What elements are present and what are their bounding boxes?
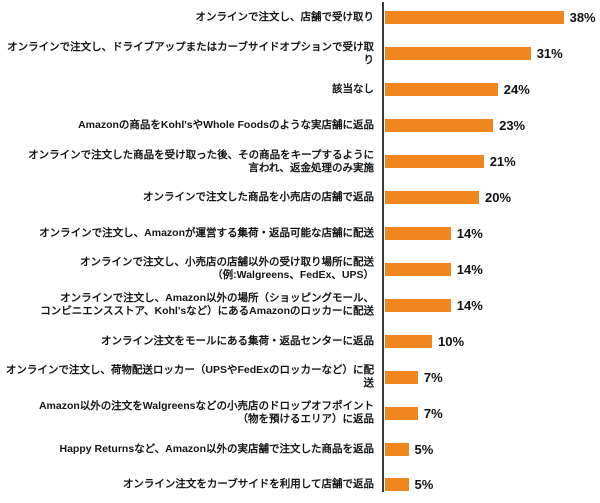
bar	[385, 191, 479, 205]
value-label: 5%	[414, 477, 434, 493]
chart-row: Happy Returnsなど、Amazon以外の実店舗で注文した商品を返品 5%	[0, 431, 600, 467]
bar	[385, 334, 432, 348]
value-label: 5%	[414, 441, 434, 457]
chart-row: Amazonの商品をKohl'sやWhole Foodsのような実店舗に返品 23…	[0, 108, 600, 144]
category-label: オンラインで注文し、Amazon以外の場所（ショッピングモール、 コンビニエンス…	[40, 292, 374, 318]
chart-row: オンラインで注文し、店舗で受け取り 38%	[0, 0, 600, 36]
bar-cell: 21%	[379, 154, 600, 169]
category-label: Happy Returnsなど、Amazon以外の実店舗で注文した商品を返品	[59, 442, 375, 455]
bar	[385, 298, 451, 312]
category-label: オンライン注文をカーブサイドを利用して店舗で返品	[122, 478, 374, 491]
value-label: 23%	[499, 118, 526, 134]
category-label: オンラインで注文し、荷物配送ロッカー（UPSやFedExのロッカーなど）に配送	[5, 364, 374, 390]
bar	[385, 11, 564, 25]
value-label: 7%	[423, 369, 443, 385]
chart-row: オンラインで注文し、Amazonが運営する集荷・返品可能な店舗に配送 14%	[0, 216, 600, 252]
category-label: オンラインで注文した商品を受け取った後、その商品をキープするように 言われ、返金…	[28, 148, 374, 174]
bar-cell: 23%	[379, 118, 600, 133]
category-label: オンラインで注文し、ドライブアップまたはカーブサイドオプションで受け取り	[7, 40, 374, 66]
bar	[385, 47, 531, 61]
chart-row: オンライン注文をモールにある集荷・返品センターに返品 10%	[0, 323, 600, 359]
chart-row: オンラインで注文した商品を小売店の店舗で返品 20%	[0, 180, 600, 216]
value-label: 21%	[489, 154, 516, 170]
value-label: 14%	[456, 297, 483, 313]
bar	[385, 226, 451, 240]
category-label: オンラインで注文し、Amazonが運営する集荷・返品可能な店舗に配送	[39, 226, 374, 239]
chart-row: オンラインで注文した商品を受け取った後、その商品をキープするように 言われ、返金…	[0, 144, 600, 180]
bar-cell: 7%	[379, 370, 600, 385]
bar-cell: 14%	[379, 226, 600, 241]
bar-cell: 14%	[379, 262, 600, 277]
bar	[385, 478, 409, 492]
chart-row: オンラインで注文し、小売店の店舗以外の受け取り場所に配送 （例:Walgreen…	[0, 251, 600, 287]
bar	[385, 262, 451, 276]
bar-cell: 5%	[379, 477, 600, 492]
bar	[385, 155, 484, 169]
bar	[385, 442, 409, 456]
category-label: オンラインで注文し、店舗で受け取り	[195, 11, 375, 24]
category-label: Amazonの商品をKohl'sやWhole Foodsのような実店舗に返品	[78, 119, 374, 132]
value-label: 20%	[485, 190, 512, 206]
bar	[385, 83, 498, 97]
bar-cell: 38%	[379, 10, 600, 25]
chart-row: オンライン注文をカーブサイドを利用して店舗で返品 5%	[0, 467, 600, 503]
category-label: オンライン注文をモールにある集荷・返品センターに返品	[101, 334, 374, 347]
chart-row: オンラインで注文し、Amazon以外の場所（ショッピングモール、 コンビニエンス…	[0, 287, 600, 323]
y-axis-line	[382, 2, 384, 492]
chart-row: 該当なし 24%	[0, 72, 600, 108]
chart-row: オンラインで注文し、ドライブアップまたはカーブサイドオプションで受け取り 31%	[0, 36, 600, 72]
value-label: 14%	[456, 261, 483, 277]
bar	[385, 370, 418, 384]
bar-cell: 14%	[379, 298, 600, 313]
bar	[385, 406, 418, 420]
category-label: オンラインで注文した商品を小売店の店舗で返品	[143, 191, 374, 204]
bar-cell: 31%	[379, 46, 600, 61]
bar-cell: 7%	[379, 406, 600, 421]
category-label: オンラインで注文し、小売店の店舗以外の受け取り場所に配送 （例:Walgreen…	[80, 256, 374, 282]
value-label: 31%	[536, 46, 563, 62]
bar-cell: 24%	[379, 82, 600, 97]
bar	[385, 119, 494, 133]
bar-cell: 5%	[379, 442, 600, 457]
category-label: Amazon以外の注文をWalgreensなどの小売店のドロップオフポイント （…	[38, 400, 374, 426]
chart-row: Amazon以外の注文をWalgreensなどの小売店のドロップオフポイント （…	[0, 395, 600, 431]
chart-row: オンラインで注文し、荷物配送ロッカー（UPSやFedExのロッカーなど）に配送 7…	[0, 359, 600, 395]
value-label: 24%	[503, 82, 530, 98]
category-label: 該当なし	[332, 83, 374, 96]
value-label: 7%	[423, 405, 443, 421]
bar-cell: 20%	[379, 190, 600, 205]
bar-cell: 10%	[379, 334, 600, 349]
value-label: 38%	[569, 10, 596, 26]
value-label: 14%	[456, 225, 483, 241]
value-label: 10%	[438, 333, 465, 349]
